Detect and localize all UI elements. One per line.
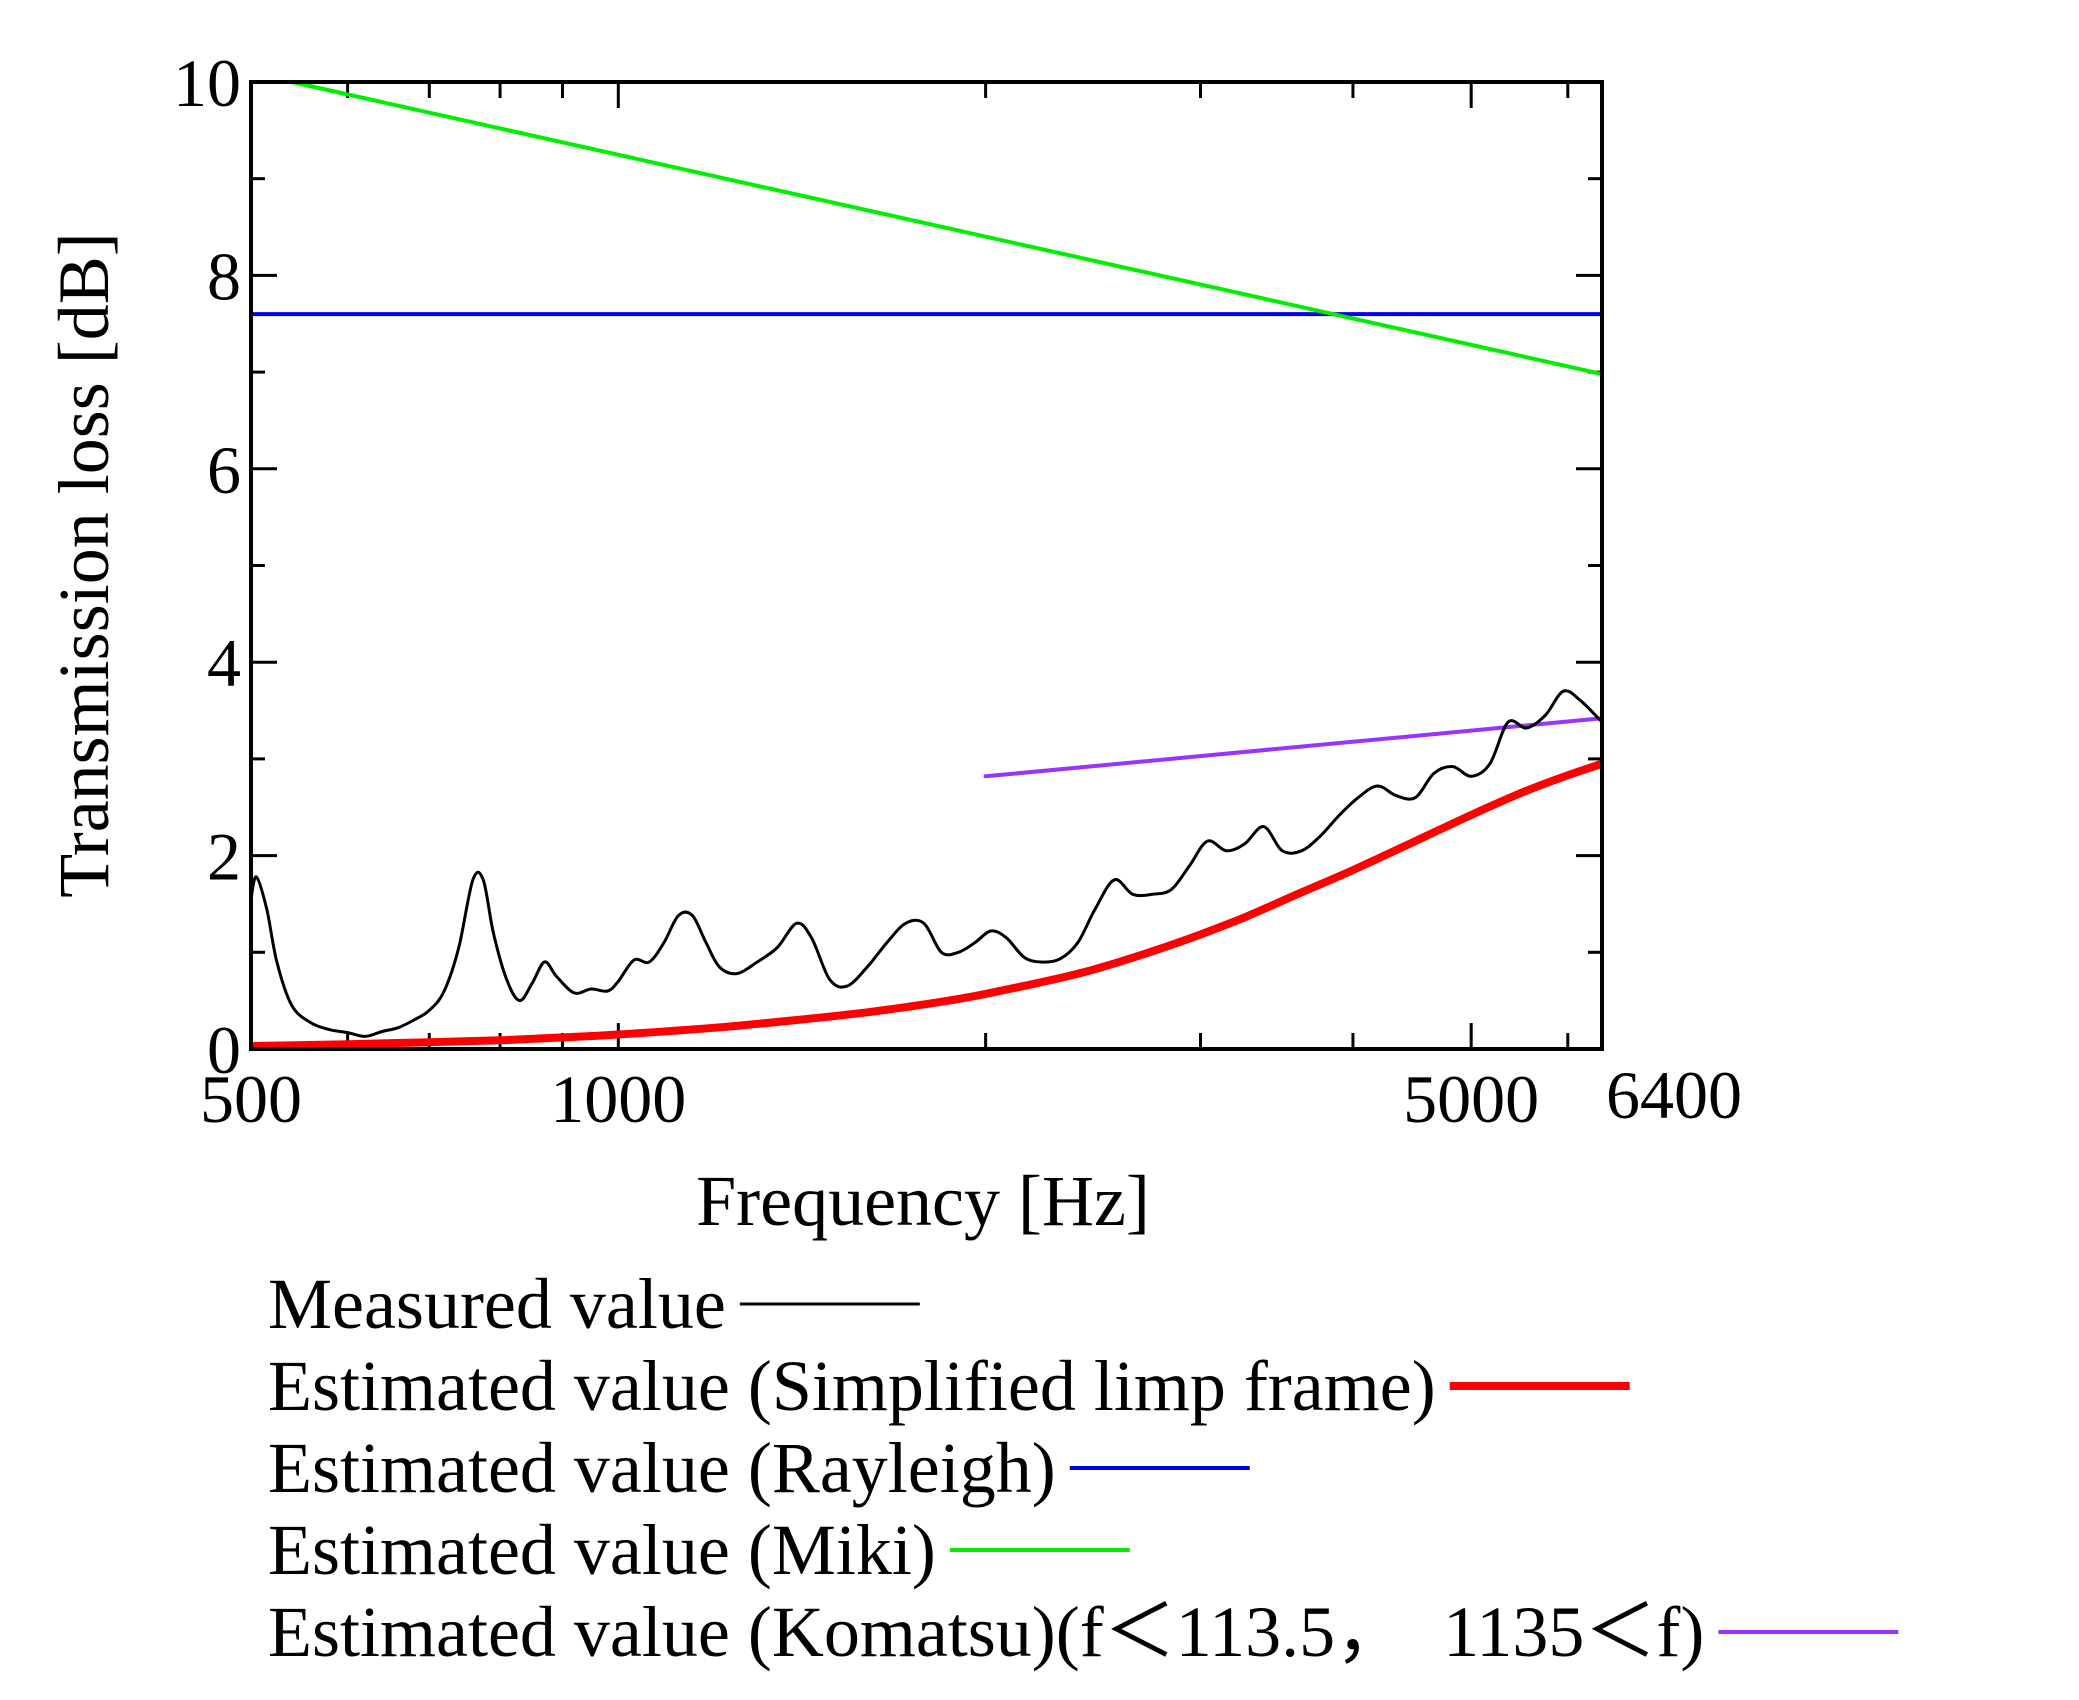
y-tick-label: 4: [207, 625, 241, 701]
x-axis-label: Frequency [Hz]: [696, 1161, 1150, 1241]
plot-series: [251, 80, 1602, 1051]
plot-frame: [249, 80, 1604, 1051]
legend-komatsu-label: Estimated value (Komatsu)(f＜113.5， 1135＜…: [268, 1592, 1704, 1672]
y-tick-label: 10: [173, 45, 241, 121]
axis-ticks: [249, 80, 1602, 1051]
x-tick-label: 500: [200, 1061, 302, 1137]
legend-rayleigh-label: Estimated value (Rayleigh): [268, 1428, 1056, 1508]
legend-simplified-limp-frame-label: Estimated value (Simplified limp frame): [268, 1346, 1436, 1426]
y-tick-label: 2: [207, 819, 241, 895]
x-tick-label: 6400: [1606, 1057, 1742, 1133]
x-tick-label: 1000: [550, 1061, 686, 1137]
series-miki-line: [289, 80, 1602, 376]
series-komatsu-line: [983, 716, 1602, 779]
tick-labels: 0 2 4 6 8 10 500 1000 5000 6400: [173, 45, 1742, 1137]
y-axis-label: Transmission loss [dB]: [44, 232, 124, 897]
legend-measured-label: Measured value: [268, 1264, 726, 1344]
series-measured-line: [251, 689, 1602, 1038]
x-tick-label: 5000: [1403, 1061, 1539, 1137]
y-tick-label: 8: [207, 238, 241, 314]
series-simplified-limp-frame-line: [251, 759, 1602, 1051]
legend-miki-label: Estimated value (Miki): [268, 1510, 936, 1590]
y-tick-label: 0: [207, 1012, 241, 1088]
y-tick-label: 6: [207, 432, 241, 508]
